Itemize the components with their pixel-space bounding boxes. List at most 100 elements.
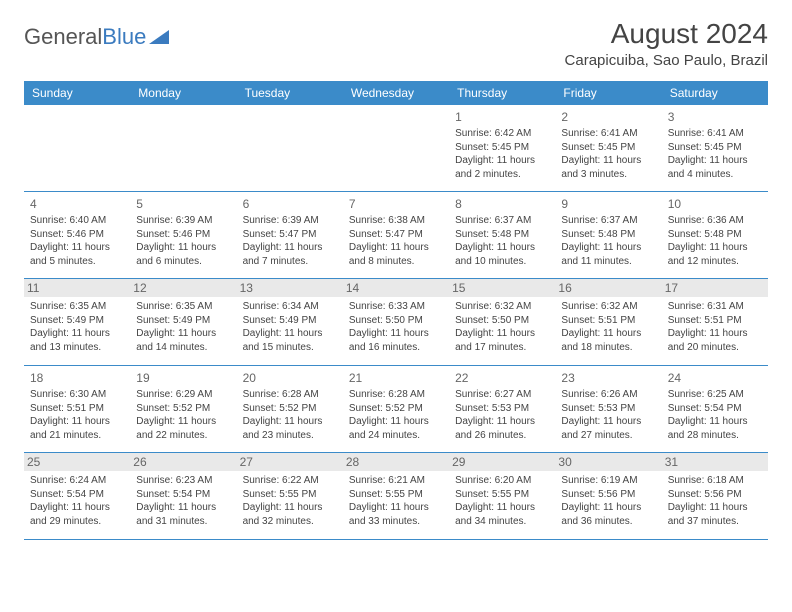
sunrise-text: Sunrise: 6:41 AM (561, 127, 655, 141)
day-cell: 28Sunrise: 6:21 AMSunset: 5:55 PMDayligh… (343, 453, 449, 539)
sunset-text: Sunset: 5:49 PM (243, 314, 337, 328)
daylight-text: Daylight: 11 hours and 16 minutes. (349, 327, 443, 354)
sunrise-text: Sunrise: 6:26 AM (561, 388, 655, 402)
daylight-text: Daylight: 11 hours and 4 minutes. (668, 154, 762, 181)
sunset-text: Sunset: 5:48 PM (455, 228, 549, 242)
sunrise-text: Sunrise: 6:22 AM (243, 474, 337, 488)
sunset-text: Sunset: 5:47 PM (243, 228, 337, 242)
sunset-text: Sunset: 5:56 PM (668, 488, 762, 502)
sunrise-text: Sunrise: 6:42 AM (455, 127, 549, 141)
sunrise-text: Sunrise: 6:34 AM (243, 300, 337, 314)
daylight-text: Daylight: 11 hours and 14 minutes. (136, 327, 230, 354)
day-number: 8 (455, 196, 549, 212)
day-number: 20 (243, 370, 337, 386)
sunset-text: Sunset: 5:50 PM (455, 314, 549, 328)
sunset-text: Sunset: 5:45 PM (455, 141, 549, 155)
logo-triangle-icon (149, 24, 169, 50)
sunrise-text: Sunrise: 6:32 AM (455, 300, 549, 314)
sunrise-text: Sunrise: 6:37 AM (561, 214, 655, 228)
sunset-text: Sunset: 5:55 PM (243, 488, 337, 502)
empty-cell (130, 105, 236, 191)
day-number: 5 (136, 196, 230, 212)
sunrise-text: Sunrise: 6:33 AM (349, 300, 443, 314)
sunrise-text: Sunrise: 6:18 AM (668, 474, 762, 488)
day-cell: 20Sunrise: 6:28 AMSunset: 5:52 PMDayligh… (237, 366, 343, 452)
daylight-text: Daylight: 11 hours and 3 minutes. (561, 154, 655, 181)
sunrise-text: Sunrise: 6:30 AM (30, 388, 124, 402)
month-title: August 2024 (565, 18, 768, 50)
day-number: 15 (449, 279, 555, 297)
sunset-text: Sunset: 5:49 PM (30, 314, 124, 328)
sunrise-text: Sunrise: 6:20 AM (455, 474, 549, 488)
sunrise-text: Sunrise: 6:41 AM (668, 127, 762, 141)
day-number: 12 (130, 279, 236, 297)
day-cell: 5Sunrise: 6:39 AMSunset: 5:46 PMDaylight… (130, 192, 236, 278)
logo: GeneralBlue (24, 24, 169, 50)
sunset-text: Sunset: 5:47 PM (349, 228, 443, 242)
day-cell: 31Sunrise: 6:18 AMSunset: 5:56 PMDayligh… (662, 453, 768, 539)
day-number: 31 (662, 453, 768, 471)
day-cell: 23Sunrise: 6:26 AMSunset: 5:53 PMDayligh… (555, 366, 661, 452)
sunset-text: Sunset: 5:51 PM (30, 402, 124, 416)
day-cell: 6Sunrise: 6:39 AMSunset: 5:47 PMDaylight… (237, 192, 343, 278)
sunrise-text: Sunrise: 6:32 AM (561, 300, 655, 314)
sunset-text: Sunset: 5:48 PM (668, 228, 762, 242)
daylight-text: Daylight: 11 hours and 34 minutes. (455, 501, 549, 528)
day-cell: 8 Sunrise: 6:37 AMSunset: 5:48 PMDaylight… (449, 192, 555, 278)
sunset-text: Sunset: 5:55 PM (455, 488, 549, 502)
day-number: 28 (343, 453, 449, 471)
day-cell: 22Sunrise: 6:27 AMSunset: 5:53 PMDayligh… (449, 366, 555, 452)
day-number: 26 (130, 453, 236, 471)
sunset-text: Sunset: 5:54 PM (30, 488, 124, 502)
weekday-header: Friday (555, 81, 661, 105)
day-number: 16 (555, 279, 661, 297)
daylight-text: Daylight: 11 hours and 31 minutes. (136, 501, 230, 528)
sunset-text: Sunset: 5:54 PM (668, 402, 762, 416)
sunset-text: Sunset: 5:54 PM (136, 488, 230, 502)
sunset-text: Sunset: 5:50 PM (349, 314, 443, 328)
daylight-text: Daylight: 11 hours and 13 minutes. (30, 327, 124, 354)
day-number: 30 (555, 453, 661, 471)
day-number: 24 (668, 370, 762, 386)
sunset-text: Sunset: 5:56 PM (561, 488, 655, 502)
day-number: 2 (561, 109, 655, 125)
daylight-text: Daylight: 11 hours and 10 minutes. (455, 241, 549, 268)
sunrise-text: Sunrise: 6:23 AM (136, 474, 230, 488)
calendar: SundayMondayTuesdayWednesdayThursdayFrid… (24, 81, 768, 540)
day-number: 29 (449, 453, 555, 471)
sunrise-text: Sunrise: 6:29 AM (136, 388, 230, 402)
weekday-header: Tuesday (237, 81, 343, 105)
daylight-text: Daylight: 11 hours and 28 minutes. (668, 415, 762, 442)
sunrise-text: Sunrise: 6:37 AM (455, 214, 549, 228)
daylight-text: Daylight: 11 hours and 23 minutes. (243, 415, 337, 442)
day-number: 3 (668, 109, 762, 125)
daylight-text: Daylight: 11 hours and 33 minutes. (349, 501, 443, 528)
day-number: 9 (561, 196, 655, 212)
day-cell: 10Sunrise: 6:36 AMSunset: 5:48 PMDayligh… (662, 192, 768, 278)
weekday-header: Sunday (24, 81, 130, 105)
sunrise-text: Sunrise: 6:19 AM (561, 474, 655, 488)
sunset-text: Sunset: 5:53 PM (561, 402, 655, 416)
day-cell: 30 Sunrise: 6:19 AMSunset: 5:56 PMDayligh… (555, 453, 661, 539)
sunrise-text: Sunrise: 6:39 AM (243, 214, 337, 228)
day-number: 1 (455, 109, 549, 125)
location-text: Carapicuiba, Sao Paulo, Brazil (565, 52, 768, 69)
day-cell: 2Sunrise: 6:41 AMSunset: 5:45 PMDaylight… (555, 105, 661, 191)
header: GeneralBlue August 2024 Carapicuiba, Sao… (24, 18, 768, 69)
daylight-text: Daylight: 11 hours and 17 minutes. (455, 327, 549, 354)
sunrise-text: Sunrise: 6:35 AM (30, 300, 124, 314)
sunset-text: Sunset: 5:46 PM (30, 228, 124, 242)
daylight-text: Daylight: 11 hours and 8 minutes. (349, 241, 443, 268)
week-row: 25Sunrise: 6:24 AMSunset: 5:54 PMDayligh… (24, 453, 768, 540)
sunrise-text: Sunrise: 6:31 AM (668, 300, 762, 314)
day-cell: 1Sunrise: 6:42 AMSunset: 5:45 PMDaylight… (449, 105, 555, 191)
week-row: 11Sunrise: 6:35 AMSunset: 5:49 PMDayligh… (24, 279, 768, 366)
daylight-text: Daylight: 11 hours and 20 minutes. (668, 327, 762, 354)
week-row: 4Sunrise: 6:40 AMSunset: 5:46 PMDaylight… (24, 192, 768, 279)
daylight-text: Daylight: 11 hours and 36 minutes. (561, 501, 655, 528)
weekday-header: Saturday (662, 81, 768, 105)
weekday-header: Monday (130, 81, 236, 105)
day-cell: 12Sunrise: 6:35 AMSunset: 5:49 PMDayligh… (130, 279, 236, 365)
daylight-text: Daylight: 11 hours and 6 minutes. (136, 241, 230, 268)
day-number: 6 (243, 196, 337, 212)
